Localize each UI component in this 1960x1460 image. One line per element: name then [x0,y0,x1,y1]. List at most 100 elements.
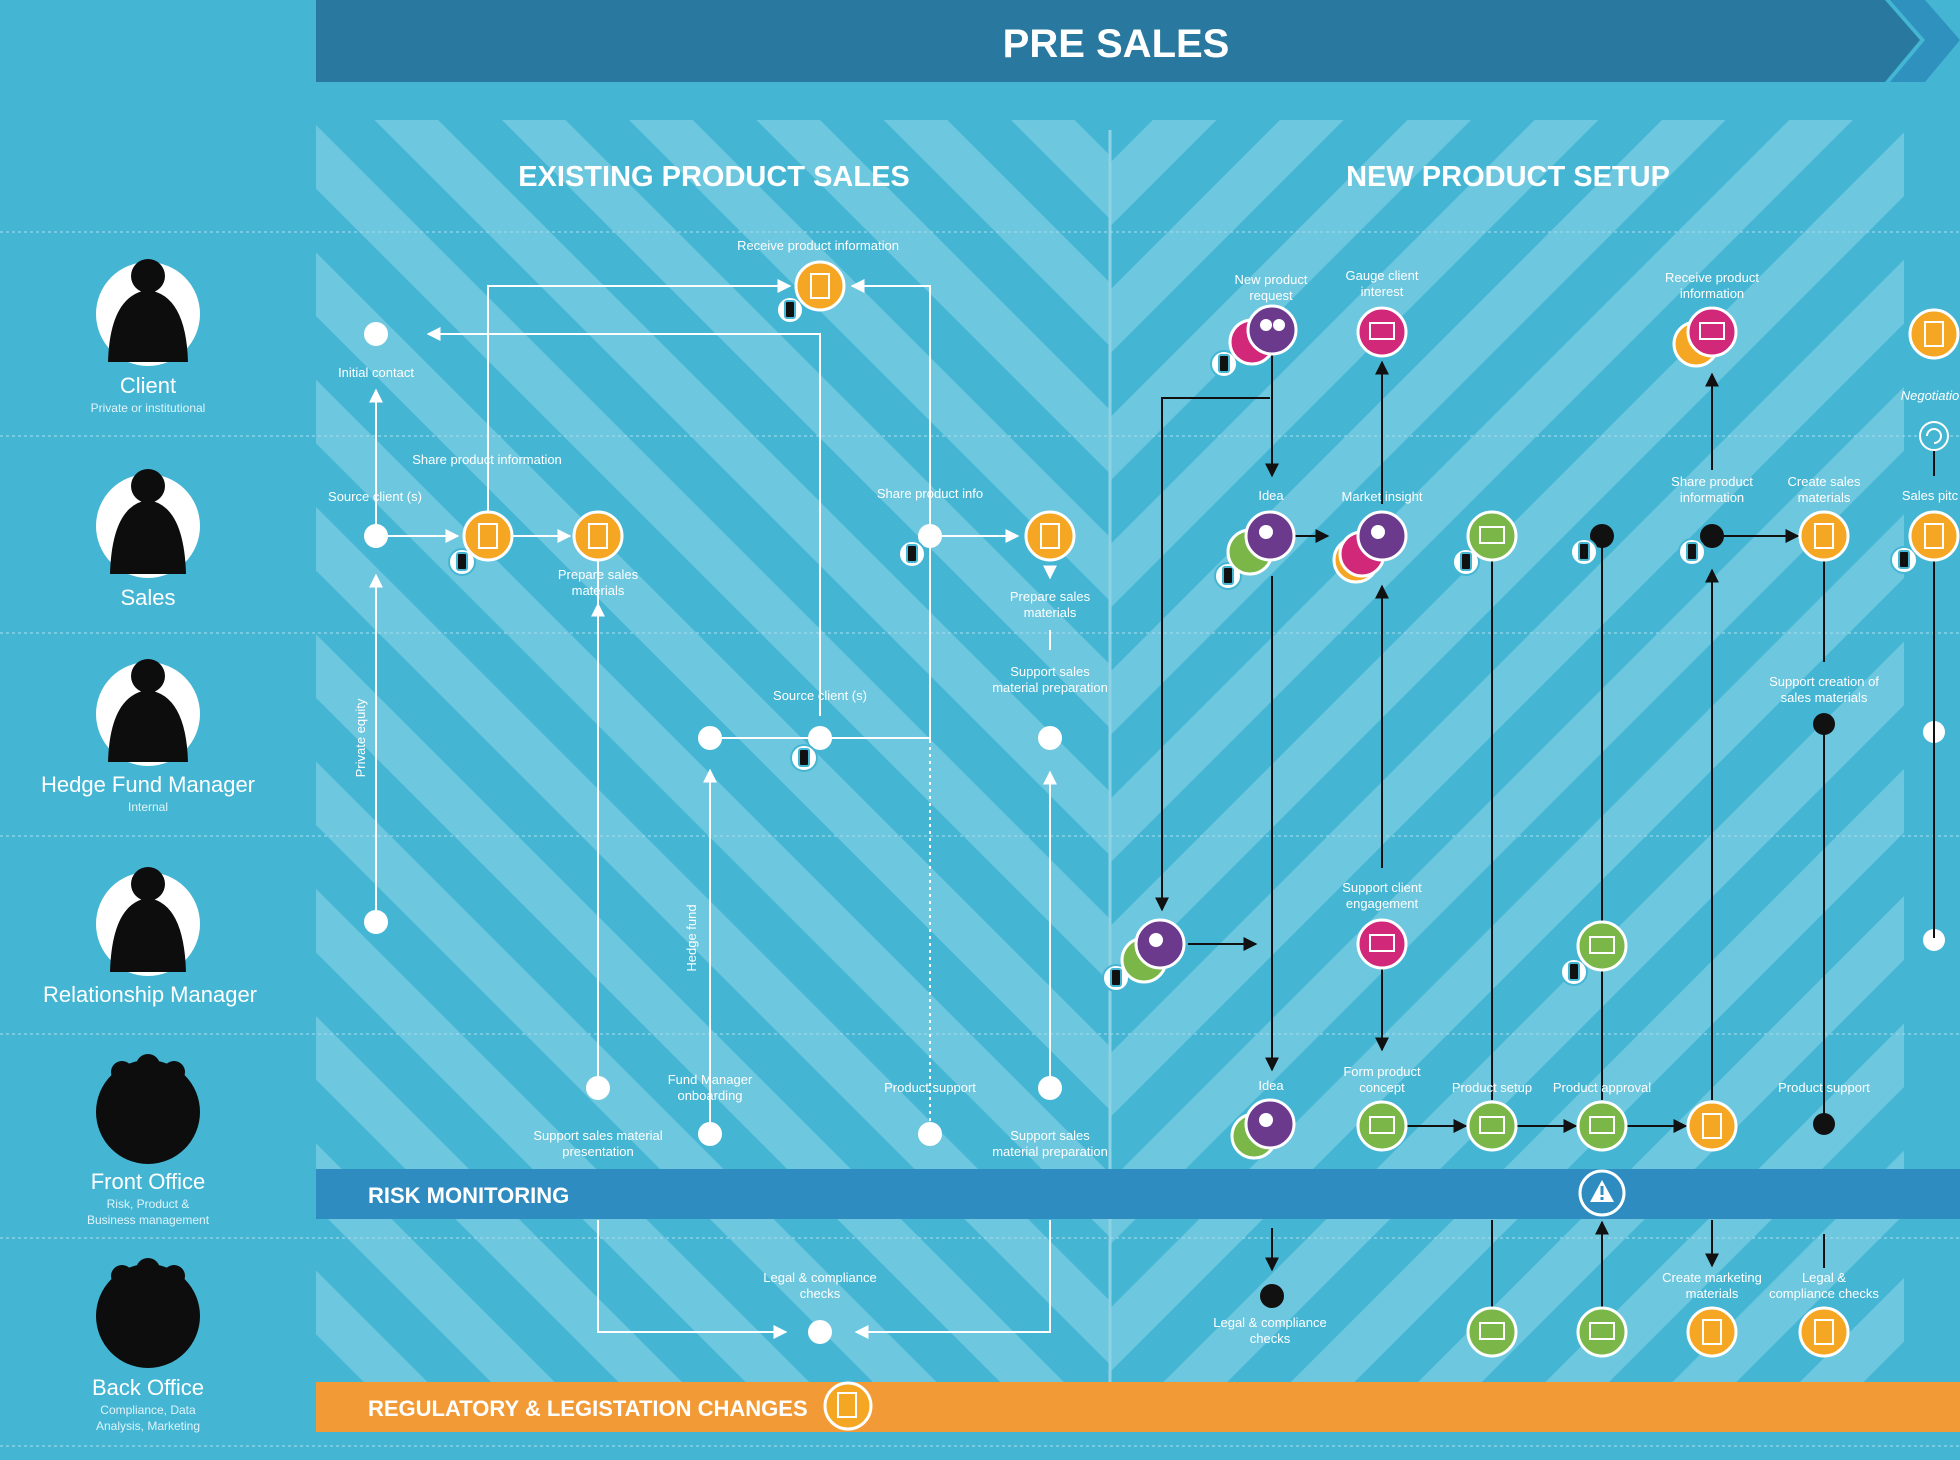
presentation-screen-icon [1686,306,1738,358]
diagram-label: Market insight [1342,489,1423,504]
mobile-device-icon [1890,546,1918,574]
role-sales: Sales [96,469,200,610]
diagram-label: Front Office [91,1169,206,1194]
role-client: Client Private or institutional [91,259,206,415]
new-connectors [1155,340,1935,1308]
role-relationship-manager: Relationship Manager [43,867,257,1007]
banner: PRE SALES [316,0,1960,82]
label-share-product-info: Share product information [412,452,562,467]
label-source-client: Source client (s) [328,489,422,504]
mobile-device-icon [776,296,804,324]
label-private-equity: Private equity [353,698,368,777]
diagram-label: materials [1686,1286,1739,1301]
label-source-client-mid: Source client (s) [773,688,867,703]
diagram-label: Risk, Product & [107,1197,190,1211]
role-hedge-fund-manager: Hedge Fund Manager Internal [41,659,255,814]
user-group-icon [1246,304,1298,356]
section-new-title: NEW PRODUCT SETUP [1346,161,1670,193]
label-product-support-1: Product support [884,1080,976,1095]
label-support-pres-1: Support sales material [533,1128,662,1143]
label-prepare-sales-2: materials [572,583,625,598]
diagram-label: information [1680,490,1744,505]
label-legal-1: Legal & compliance [763,1270,876,1285]
diagram-label: Product support [1778,1080,1870,1095]
chart-screen-icon [1576,1306,1628,1358]
diagram-label: Gauge client [1346,268,1419,283]
diagram-label: Back Office [92,1375,204,1400]
diagram-label: Relationship Manager [43,982,257,1007]
mobile-device-icon [898,540,926,568]
diagram-label: Sales [120,585,175,610]
diagram-label: Compliance, Data [100,1403,196,1417]
label-support-sales-1: Support sales [1010,664,1090,679]
diagram-label: Product setup [1452,1080,1532,1095]
presentation-screen-icon [1356,918,1408,970]
document-icon [1798,1306,1850,1358]
diagram-label: Support client [1342,880,1422,895]
chart-screen-icon [1466,510,1518,562]
diagram-label: Business management [87,1213,210,1227]
diagram-label: Analysis, Marketing [96,1419,200,1433]
role-front-office: Front Office Risk, Product & Business ma… [87,1054,210,1227]
diagram-label: Share product [1671,474,1753,489]
diagram-label: Private or institutional [91,401,206,415]
label-prepare-sales-1: Prepare sales [558,567,639,582]
label-prepare-sales-3: Prepare sales [1010,589,1091,604]
diagram-label: Negotiatio [1901,388,1960,403]
diagram-label: interest [1361,284,1404,299]
document-icon [1686,1306,1738,1358]
document-icon [1024,510,1076,562]
risk-monitoring-label: RISK MONITORING [368,1183,569,1208]
diagram-label: Sales pitc [1902,488,1959,503]
regulatory-label: REGULATORY & LEGISTATION CHANGES [368,1396,808,1421]
group-icon [96,1060,200,1164]
roles: Client Private or institutional Sales He… [41,259,257,1433]
document-icon [1908,510,1960,562]
user-question-icon [1244,510,1296,562]
user-question-icon [1356,510,1408,562]
label-support-sales-4: material preparation [992,1144,1108,1159]
diagram-label: checks [1250,1331,1291,1346]
document-icon [1686,1100,1738,1152]
diagram-label: Support creation of [1769,674,1879,689]
diagram-label: Create sales [1788,474,1861,489]
diagram-label: information [1680,286,1744,301]
section-existing-title: EXISTING PRODUCT SALES [518,161,910,193]
label-share-product-info-short: Share product info [877,486,983,501]
risk-monitoring-band [316,1169,1960,1219]
existing-labels: Receive product information Initial cont… [328,238,1108,1301]
label-fund-manager-1: Fund Manager [668,1072,753,1087]
regulatory-document-icon [823,1381,873,1431]
diagram-label: Legal & compliance [1213,1315,1326,1330]
group-icon [96,1264,200,1368]
diagram-label: Form product [1343,1064,1421,1079]
label-support-pres-2: presentation [562,1144,634,1159]
document-icon [794,260,846,312]
mobile-icons [448,296,1918,992]
user-question-icon [1244,1098,1296,1150]
label-prepare-sales-4: materials [1024,605,1077,620]
mobile-device-icon [1570,538,1598,566]
chart-screen-icon [1466,1306,1518,1358]
warning-icon [1578,1169,1626,1217]
label-legal-2: checks [800,1286,841,1301]
document-icon [572,510,624,562]
lane-dividers [0,231,1960,1447]
mobile-device-icon [1102,964,1130,992]
new-labels: New product request Gauge client interes… [1213,268,1959,1346]
diagram-label: New product [1235,272,1308,287]
mobile-device-icon [1678,538,1706,566]
label-initial-contact: Initial contact [338,365,414,380]
diagram-label: engagement [1346,896,1419,911]
regulatory-band [316,1382,1960,1432]
diagram-label: Internal [128,800,168,814]
user-question-icon [1134,918,1186,970]
diagram-label: request [1249,288,1293,303]
banner-title: PRE SALES [1003,22,1230,66]
mobile-device-icon [790,744,818,772]
chart-screen-icon [1356,1100,1408,1152]
document-icon [1908,308,1960,360]
document-icon [1798,510,1850,562]
